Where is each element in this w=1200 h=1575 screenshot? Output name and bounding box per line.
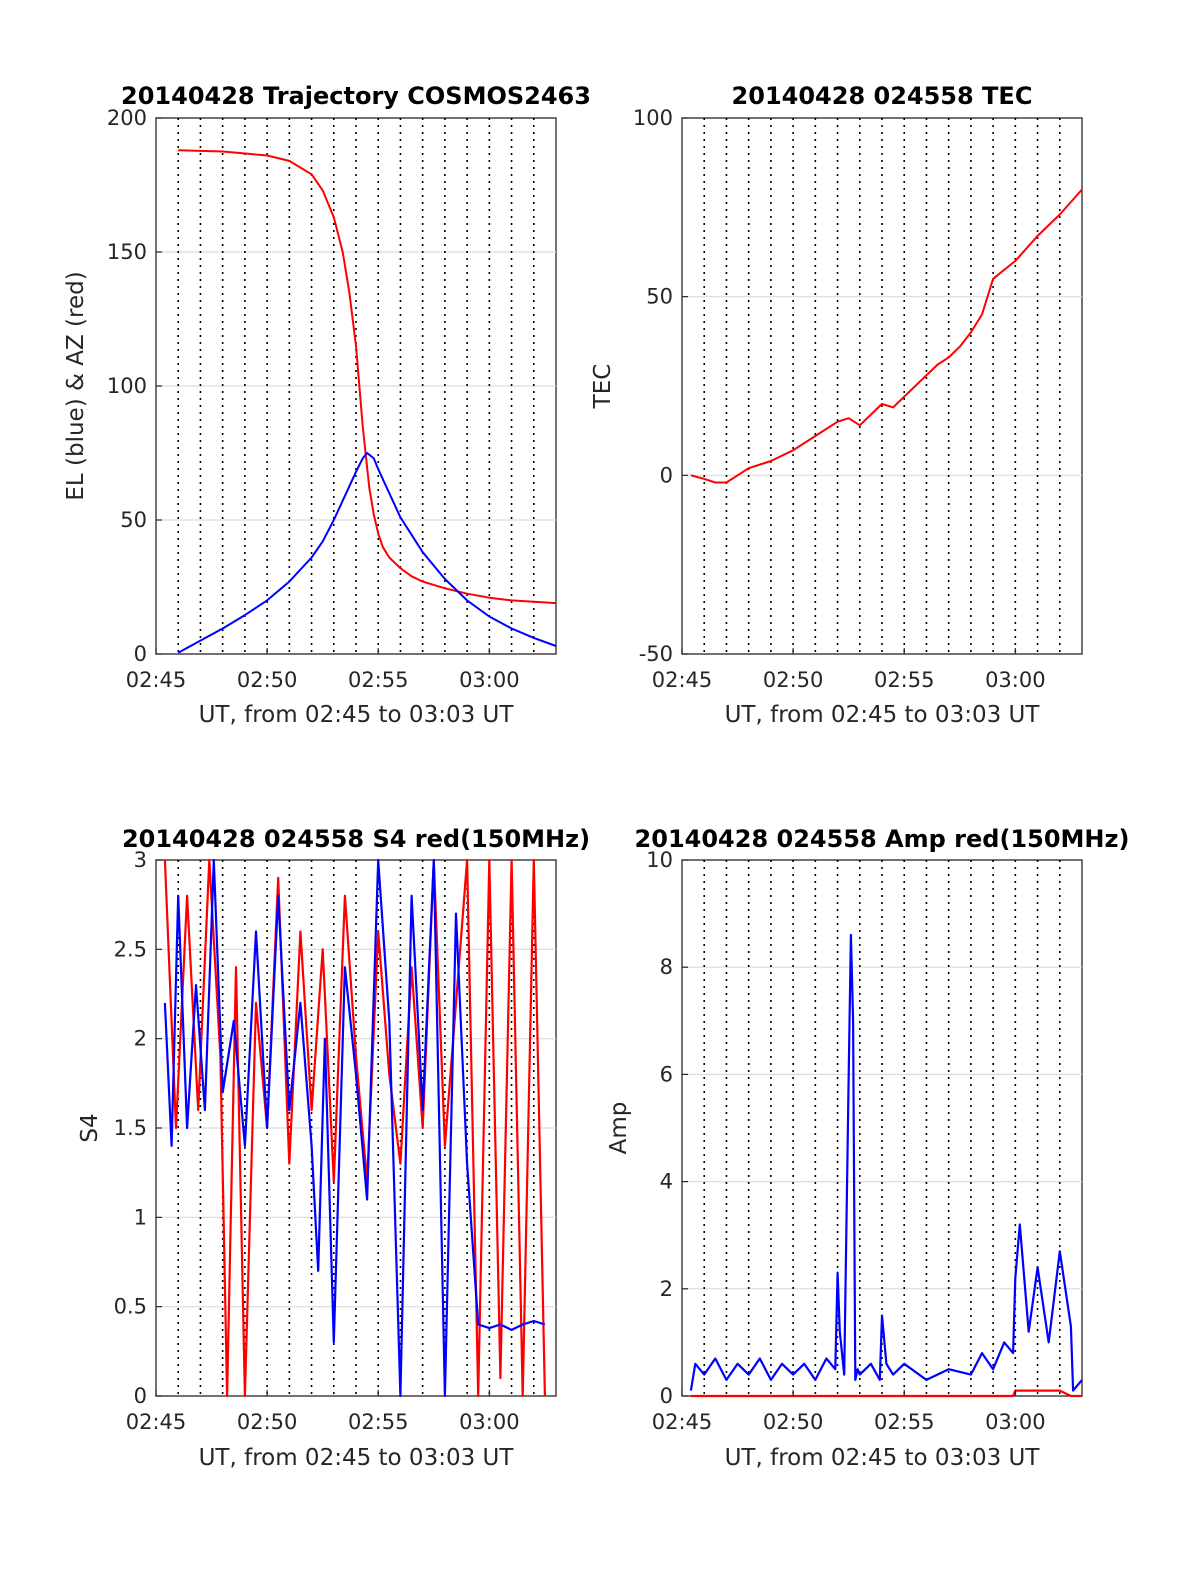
- grid: [156, 860, 556, 1396]
- ticks: 02:45 02:50 02:55 03:00 -50 0 50 100: [633, 106, 1046, 692]
- panel-s4: 20140428 024558 S4 red(150MHz) 02:45 02:5…: [77, 825, 590, 1471]
- series-line-blue: [689, 933, 1083, 1392]
- x-tick-label: 02:50: [763, 1410, 824, 1434]
- panel-title: 20140428 024558 Amp red(150MHz): [635, 825, 1130, 853]
- grid: [682, 860, 1082, 1396]
- ticks: 02:45 02:50 02:55 03:00 0 2 4 6 8 10: [646, 848, 1045, 1434]
- y-tick-label: 200: [107, 106, 147, 130]
- grid: [682, 118, 1082, 654]
- y-tick-label: 2.5: [114, 937, 147, 961]
- y-axis-label: Amp: [606, 1102, 632, 1155]
- y-tick-label: 1.5: [114, 1116, 147, 1140]
- y-tick-label: 0: [134, 642, 147, 666]
- series-line-red: [690, 188, 1083, 484]
- series-group: [690, 188, 1083, 484]
- x-tick-label: 02:45: [126, 1410, 187, 1434]
- x-tick-label: 02:50: [237, 1410, 298, 1434]
- x-tick-label: 03:00: [459, 1410, 520, 1434]
- y-axis-label: TEC: [590, 364, 616, 410]
- x-tick-label: 02:55: [874, 1410, 935, 1434]
- x-tick-label: 02:50: [763, 668, 824, 692]
- y-tick-label: 50: [646, 285, 673, 309]
- x-tick-label: 03:00: [459, 668, 520, 692]
- series-group: [689, 933, 1083, 1398]
- ticks: 02:45 02:50 02:55 03:00 0 0.5 1 1.5 2 2.5 3: [114, 848, 520, 1434]
- x-axis-label: UT, from 02:45 to 03:03 UT: [725, 702, 1041, 728]
- x-tick-label: 03:00: [985, 1410, 1046, 1434]
- y-tick-label: 1: [134, 1205, 147, 1229]
- panel-tec: 20140428 024558 TEC 02:45 02:50 02:55 03:00…: [590, 82, 1083, 728]
- x-axis-label: UT, from 02:45 to 03:03 UT: [199, 1445, 515, 1471]
- x-tick-label: 02:50: [237, 668, 298, 692]
- y-tick-label: 0: [134, 1384, 147, 1408]
- series-line-blue: [163, 858, 546, 1398]
- y-tick-label: 6: [660, 1062, 673, 1086]
- y-tick-label: 50: [120, 508, 147, 532]
- panel-amp: 20140428 024558 Amp red(150MHz) 02:45 02:…: [606, 825, 1129, 1471]
- series-group: [177, 149, 557, 654]
- y-tick-label: 0: [660, 1384, 673, 1408]
- x-tick-label: 02:55: [874, 668, 935, 692]
- y-tick-label: 10: [646, 848, 673, 872]
- y-tick-label: 0.5: [114, 1295, 147, 1319]
- x-tick-label: 02:45: [126, 668, 187, 692]
- panel-title: 20140428 024558 TEC: [732, 82, 1033, 110]
- y-tick-label: 100: [107, 374, 147, 398]
- y-tick-label: 150: [107, 240, 147, 264]
- series-group: [163, 858, 546, 1398]
- x-tick-label: 02:55: [348, 1410, 409, 1434]
- x-axis-label: UT, from 02:45 to 03:03 UT: [725, 1445, 1041, 1471]
- grid: [156, 118, 556, 654]
- series-line-red: [163, 858, 546, 1398]
- x-axis-label: UT, from 02:45 to 03:03 UT: [199, 702, 515, 728]
- y-tick-label: 8: [660, 955, 673, 979]
- panel-title: 20140428 024558 S4 red(150MHz): [122, 825, 590, 853]
- y-tick-label: 3: [134, 848, 147, 872]
- y-tick-label: -50: [639, 642, 673, 666]
- series-line-blue: [177, 452, 557, 654]
- y-tick-label: 2: [660, 1277, 673, 1301]
- panel-title: 20140428 Trajectory COSMOS2463: [121, 82, 591, 110]
- y-tick-label: 0: [660, 463, 673, 487]
- y-axis-label: S4: [77, 1113, 103, 1142]
- y-axis-label: EL (blue) & AZ (red): [63, 271, 89, 500]
- x-tick-label: 02:45: [652, 668, 713, 692]
- ticks: 02:45 02:50 02:55 03:00 0 50 100 150 200: [107, 106, 520, 692]
- y-tick-label: 100: [633, 106, 673, 130]
- panel-trajectory: 20140428 Trajectory COSMOS2463 02:45 02:5…: [63, 82, 591, 728]
- x-tick-label: 02:55: [348, 668, 409, 692]
- x-tick-label: 02:45: [652, 1410, 713, 1434]
- y-tick-label: 4: [660, 1170, 673, 1194]
- series-line-red: [178, 149, 557, 605]
- series-line-red: [690, 1389, 1082, 1398]
- y-tick-label: 2: [134, 1027, 147, 1051]
- x-tick-label: 03:00: [985, 668, 1046, 692]
